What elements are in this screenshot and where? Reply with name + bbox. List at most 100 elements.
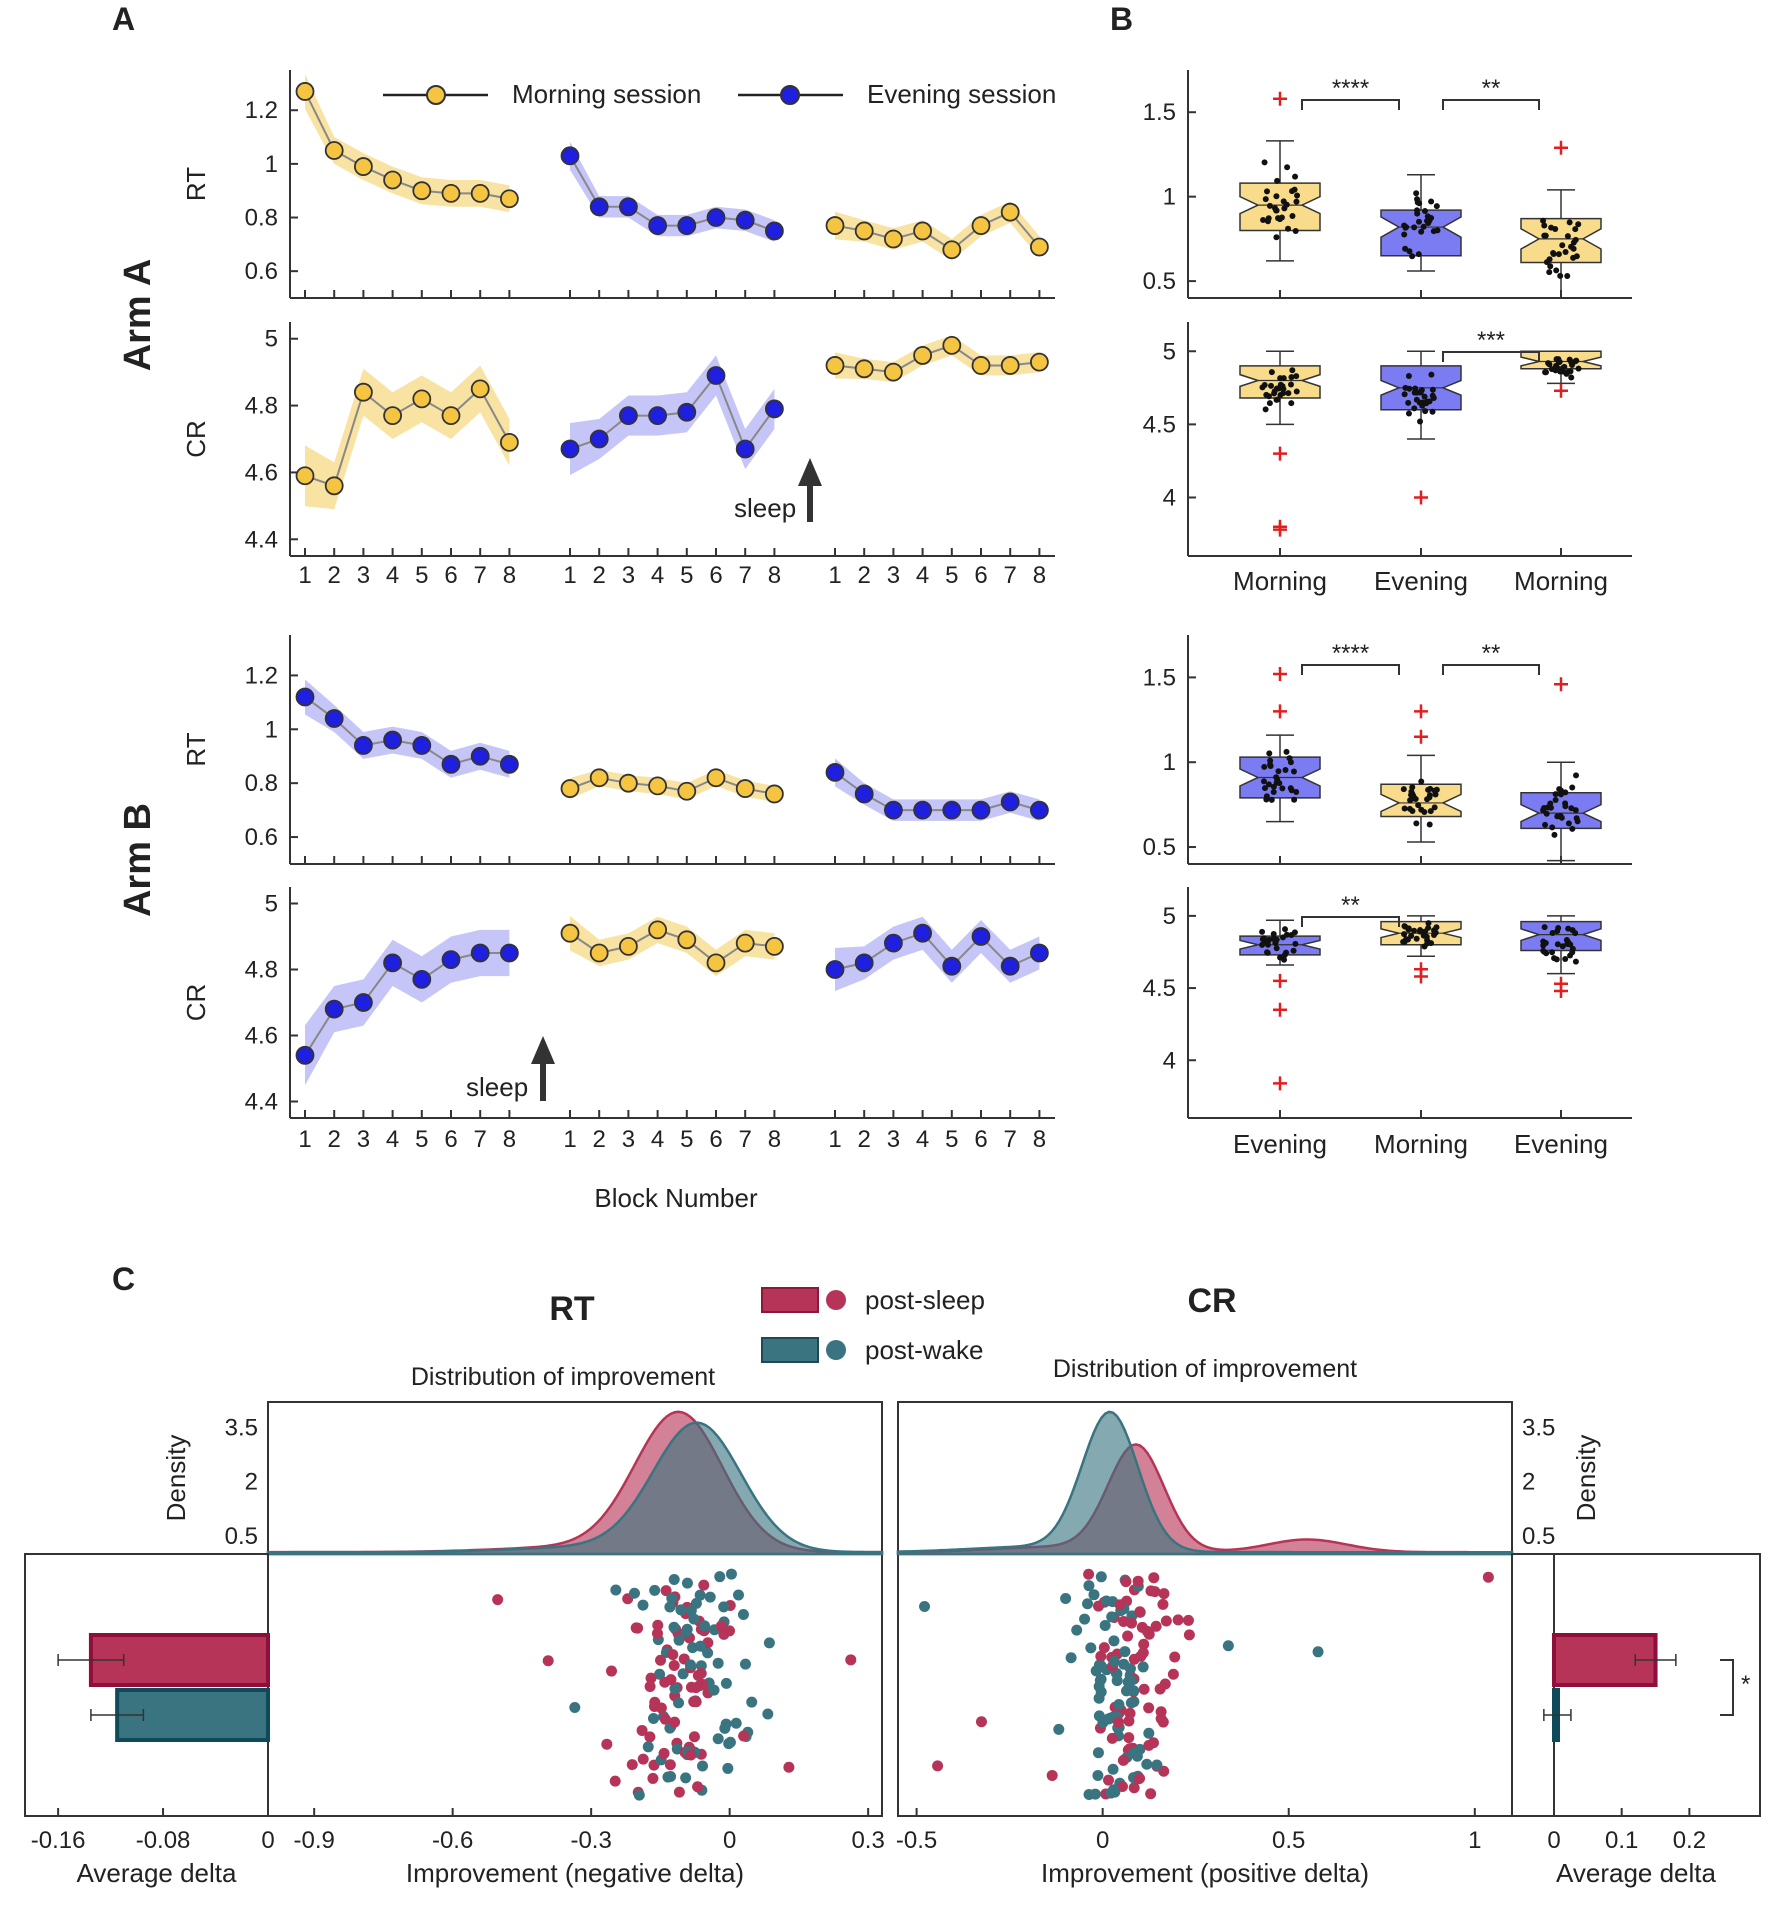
subject-point [1543, 259, 1550, 266]
data-point [470, 943, 490, 963]
subject-point [1136, 1621, 1148, 1633]
subject-point [1088, 1589, 1100, 1601]
significance-label: ** [1482, 640, 1501, 667]
subject-point [1267, 761, 1274, 768]
subject-point [1547, 804, 1554, 811]
subject-point [695, 1667, 707, 1679]
subject-point [712, 1657, 724, 1669]
y-tick-label: 4.6 [245, 459, 278, 486]
y-tick-label: 1 [265, 716, 278, 743]
subject-point [702, 1647, 714, 1659]
data-point [412, 736, 432, 755]
data-point [913, 346, 932, 365]
y-tick-label: 4.4 [245, 526, 278, 553]
error-band [305, 365, 510, 510]
data-point [619, 197, 638, 217]
subject-point [1095, 1571, 1107, 1583]
x-tick-label: 1 [298, 1126, 311, 1153]
subject-point [720, 1677, 732, 1689]
subject-point [1417, 389, 1424, 396]
subject-point [1433, 203, 1440, 210]
subject-point [1557, 272, 1564, 279]
significance-label: **** [1332, 75, 1369, 102]
subject-point [1429, 408, 1436, 415]
box-chart-B-armB-RT: 0.511.5**** ** [1143, 635, 1632, 865]
data-point [470, 379, 490, 399]
subject-point [1540, 938, 1547, 945]
subject-point [1402, 224, 1409, 231]
subject-point [1157, 1598, 1169, 1610]
subject-point [1288, 400, 1295, 407]
data-point [884, 800, 903, 820]
outlier-marker [1414, 969, 1428, 984]
legend-morning: Morning session [383, 79, 701, 109]
subject-point [1283, 201, 1290, 208]
subject-point [1290, 768, 1297, 775]
subject-point [633, 1789, 645, 1801]
subject-point [659, 1676, 671, 1688]
subject-point [1292, 940, 1299, 947]
error-bar [57, 1654, 125, 1666]
legend-morning-marker [426, 85, 446, 105]
data-point [942, 800, 962, 820]
outlier-marker [1273, 1002, 1287, 1017]
subject-point [1261, 785, 1268, 792]
subject-point [1570, 254, 1577, 261]
subject-point [1282, 926, 1289, 933]
data-point [884, 933, 903, 953]
subject-point [1266, 400, 1273, 407]
density-curve-post-sleep [266, 1410, 884, 1556]
subject-point [690, 1696, 702, 1708]
box [1380, 783, 1462, 818]
outlier-marker [1554, 983, 1568, 998]
subject-point [647, 1712, 659, 1724]
subject-point [1401, 391, 1408, 398]
data-point [589, 429, 609, 449]
subject-point [668, 1574, 680, 1586]
subject-point [632, 1622, 644, 1634]
subject-point [1551, 831, 1558, 838]
subject-point [1143, 1739, 1155, 1751]
x-tick-label: 0.3 [851, 1827, 884, 1854]
x-tick-label: 6 [709, 562, 722, 589]
data-point [324, 141, 344, 160]
subject-point [1559, 943, 1566, 950]
data-point [942, 956, 962, 976]
subject-point [1412, 795, 1419, 802]
subject-point [1401, 931, 1408, 938]
legend-evening-label: Evening session [867, 79, 1056, 109]
subject-point [1552, 796, 1559, 803]
subject-point [1126, 1617, 1138, 1629]
density-tick-label: 2 [245, 1469, 258, 1496]
subject-point [1428, 371, 1435, 378]
subject-point [644, 1681, 656, 1693]
subject-point [610, 1584, 622, 1596]
outlier-marker [1554, 140, 1568, 155]
data-point [884, 229, 903, 249]
data-point [441, 183, 461, 203]
data-point [324, 999, 344, 1019]
x-tick-label: 6 [444, 562, 457, 589]
subject-point [1222, 1640, 1234, 1652]
subject-point [1260, 778, 1267, 785]
x-tick-label: 0 [261, 1827, 274, 1854]
subject-point [1274, 177, 1281, 184]
subject-point [1421, 393, 1428, 400]
subject-point [1554, 813, 1561, 820]
subject-point [652, 1619, 664, 1631]
subject-point [1128, 1747, 1140, 1759]
subject-point [1554, 941, 1561, 948]
subject-point [637, 1753, 649, 1765]
subject-point [1183, 1629, 1195, 1641]
error-bar [1543, 1709, 1572, 1721]
subject-point [1423, 933, 1430, 940]
subject-point [1092, 1747, 1104, 1759]
subject-point [1422, 408, 1429, 415]
subject-point [1542, 821, 1549, 828]
subject-point [1416, 399, 1423, 406]
x-tick-label: 4 [651, 1126, 664, 1153]
data-point [706, 953, 726, 973]
subject-point [1425, 920, 1432, 927]
subject-point [673, 1697, 685, 1709]
subject-point [1401, 231, 1408, 238]
